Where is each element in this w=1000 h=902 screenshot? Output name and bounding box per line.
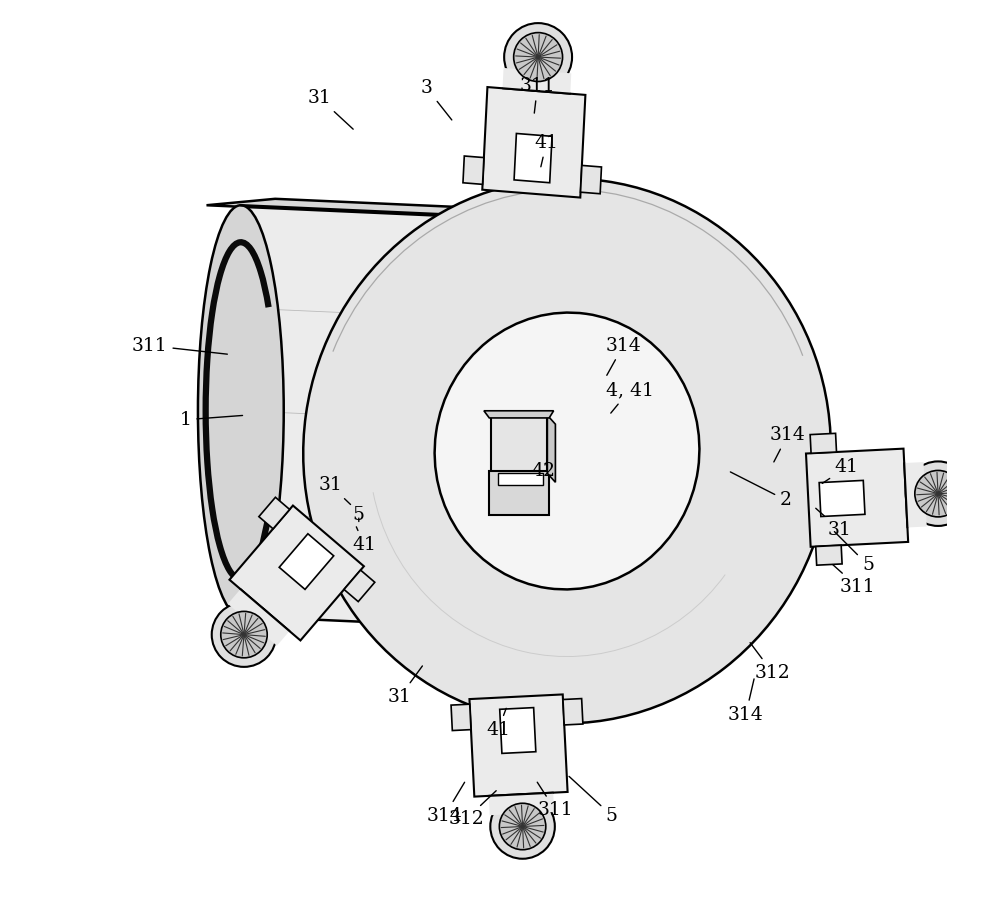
Polygon shape bbox=[482, 87, 585, 198]
Text: 314: 314 bbox=[605, 336, 641, 375]
Polygon shape bbox=[489, 471, 549, 515]
Polygon shape bbox=[563, 698, 583, 725]
Polygon shape bbox=[241, 206, 540, 630]
Polygon shape bbox=[904, 462, 927, 528]
Polygon shape bbox=[581, 165, 601, 194]
Polygon shape bbox=[207, 198, 575, 218]
Polygon shape bbox=[514, 133, 552, 183]
Polygon shape bbox=[816, 546, 842, 566]
Text: 42: 42 bbox=[531, 462, 555, 480]
Polygon shape bbox=[484, 410, 554, 418]
Text: 41: 41 bbox=[535, 133, 558, 167]
Text: 31: 31 bbox=[816, 508, 851, 538]
Text: 5: 5 bbox=[353, 506, 365, 524]
Ellipse shape bbox=[435, 313, 699, 589]
Circle shape bbox=[221, 612, 267, 658]
Polygon shape bbox=[451, 704, 471, 731]
Text: 4, 41: 4, 41 bbox=[606, 382, 654, 413]
Text: 5: 5 bbox=[834, 531, 874, 575]
Circle shape bbox=[906, 462, 970, 526]
Text: 311: 311 bbox=[537, 782, 573, 819]
Text: 31: 31 bbox=[318, 476, 351, 504]
Ellipse shape bbox=[198, 206, 284, 616]
Circle shape bbox=[915, 471, 961, 517]
Text: 41: 41 bbox=[822, 458, 859, 483]
Text: 314: 314 bbox=[427, 782, 465, 824]
Polygon shape bbox=[463, 156, 484, 184]
Circle shape bbox=[490, 795, 555, 859]
Text: 31: 31 bbox=[388, 666, 422, 705]
Polygon shape bbox=[279, 534, 334, 589]
Text: 314: 314 bbox=[770, 426, 806, 462]
Polygon shape bbox=[806, 448, 908, 547]
Text: 41: 41 bbox=[486, 708, 510, 739]
Circle shape bbox=[499, 804, 546, 850]
Circle shape bbox=[212, 603, 276, 667]
Text: 3: 3 bbox=[421, 79, 452, 120]
Polygon shape bbox=[498, 474, 543, 485]
Text: 31: 31 bbox=[308, 89, 353, 129]
Polygon shape bbox=[819, 481, 865, 517]
Text: 2: 2 bbox=[730, 472, 792, 509]
Polygon shape bbox=[489, 793, 554, 815]
Text: 311: 311 bbox=[132, 336, 227, 354]
Ellipse shape bbox=[303, 179, 831, 723]
Polygon shape bbox=[469, 695, 568, 796]
Polygon shape bbox=[810, 433, 837, 454]
Polygon shape bbox=[344, 570, 375, 602]
Polygon shape bbox=[259, 497, 290, 529]
Polygon shape bbox=[503, 68, 571, 94]
Polygon shape bbox=[229, 505, 364, 640]
Circle shape bbox=[504, 23, 572, 91]
Polygon shape bbox=[500, 707, 536, 753]
Polygon shape bbox=[491, 415, 547, 474]
Polygon shape bbox=[547, 415, 555, 483]
Text: 41: 41 bbox=[352, 527, 376, 554]
Polygon shape bbox=[228, 589, 289, 646]
Text: 311: 311 bbox=[833, 565, 875, 596]
Ellipse shape bbox=[493, 218, 588, 630]
Text: 311: 311 bbox=[520, 78, 555, 113]
Text: 312: 312 bbox=[448, 791, 496, 828]
Text: 312: 312 bbox=[750, 643, 790, 682]
Text: 314: 314 bbox=[728, 679, 764, 723]
Text: 5: 5 bbox=[569, 777, 618, 824]
Circle shape bbox=[514, 32, 563, 81]
Text: 1: 1 bbox=[179, 410, 243, 428]
